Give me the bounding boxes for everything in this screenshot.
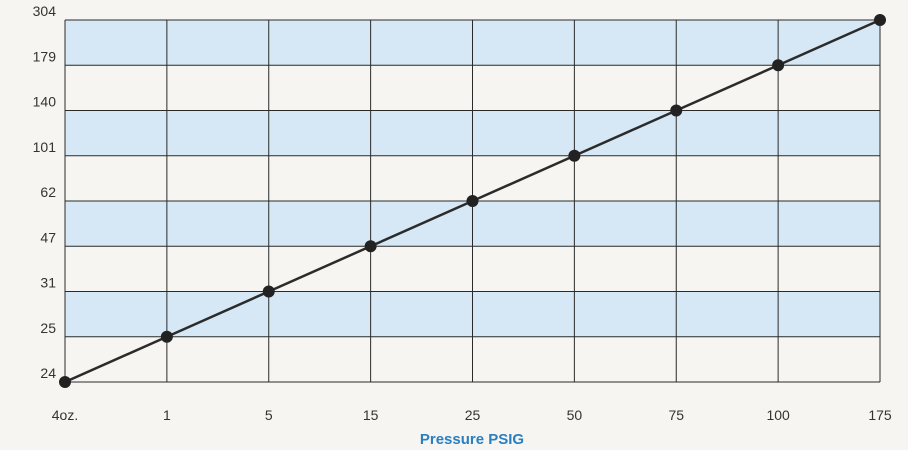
x-tick-label: 75 <box>668 407 684 423</box>
data-point <box>364 240 377 253</box>
x-tick-label: 4oz. <box>52 407 78 423</box>
y-tick-label: 101 <box>33 139 57 155</box>
x-tick-label: 25 <box>465 407 481 423</box>
x-axis-label: Pressure PSIG <box>420 431 524 448</box>
y-tick-label: 140 <box>33 94 57 110</box>
data-points <box>59 14 886 388</box>
data-point <box>772 59 785 72</box>
y-tick-label: 62 <box>40 184 56 200</box>
y-tick-label: 24 <box>40 365 56 381</box>
data-point <box>160 330 173 343</box>
data-point <box>466 195 479 207</box>
grid-lines <box>64 19 881 383</box>
data-point <box>670 104 683 117</box>
y-tick-label: 304 <box>33 3 57 19</box>
data-point <box>59 376 71 388</box>
y-tick-label: 179 <box>33 48 57 64</box>
data-point <box>874 14 886 26</box>
x-tick-label: 50 <box>567 407 583 423</box>
y-axis-ticks: 24 25 31 47 62 101 140 179 304 <box>33 3 57 381</box>
y-tick-label: 25 <box>40 320 56 336</box>
data-point <box>568 149 581 162</box>
x-tick-label: 100 <box>766 407 790 423</box>
x-tick-label: 1 <box>163 407 171 423</box>
y-tick-label: 31 <box>40 275 56 291</box>
data-point <box>262 285 275 298</box>
x-tick-label: 15 <box>363 407 379 423</box>
y-tick-label: 47 <box>40 229 56 245</box>
x-axis-ticks: 4oz. 1 5 15 25 50 75 100 175 <box>52 407 892 423</box>
x-tick-label: 5 <box>265 407 273 423</box>
x-tick-label: 175 <box>868 407 892 423</box>
